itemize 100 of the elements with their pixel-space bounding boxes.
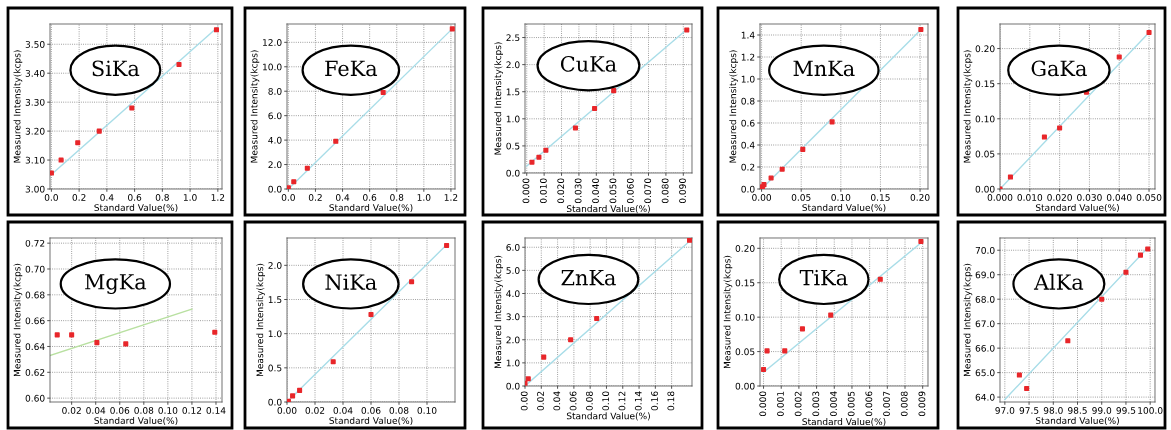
- x-tick-label: 0.04: [553, 391, 561, 411]
- y-axis-title: Measured Intensity(kcps): [256, 263, 265, 377]
- point: [50, 170, 54, 176]
- point: [761, 366, 767, 373]
- y-tick-label: 0.20: [735, 245, 755, 252]
- y-tick-label: 6.0: [506, 243, 520, 251]
- x-tick-label: 0.06: [110, 407, 130, 414]
- point: [290, 393, 296, 399]
- text: GaKa: [1031, 60, 1087, 77]
- point: [94, 340, 100, 346]
- x-tick-label: 1.0: [183, 194, 197, 201]
- x-axis-title: Standard Value(%): [1035, 416, 1119, 426]
- point: [918, 238, 924, 244]
- y-tick-label: 0.72: [25, 239, 45, 247]
- x-tick-label: 0.6: [363, 194, 377, 201]
- y-tick-label: 0.66: [25, 317, 45, 325]
- x-tick-label: 99.5: [1116, 407, 1136, 414]
- x-tick-label: 0.10: [417, 407, 437, 414]
- y-tick-label: 70.0: [975, 246, 995, 254]
- y-tick-label: 2.5: [506, 34, 520, 42]
- y-tick-label: 0.15: [735, 279, 755, 287]
- x-tick-label: 0.02: [62, 407, 81, 414]
- point: [297, 387, 303, 393]
- y-tick-label: 3.50: [25, 40, 45, 48]
- x-tick-label: 0.4: [100, 194, 114, 201]
- x-tick-label: 0.2: [72, 194, 86, 201]
- point: [594, 315, 600, 322]
- x-tick-label: 0.04: [86, 407, 106, 414]
- x-tick-label: 0.08: [134, 407, 154, 414]
- text: ZnKa: [561, 270, 616, 286]
- y-tick-label: 0.10: [735, 313, 755, 321]
- point: [129, 105, 135, 111]
- y-tick-label: 1.0: [506, 359, 520, 367]
- point: [877, 276, 883, 282]
- x-tick-label: 0.003: [812, 391, 820, 417]
- point: [829, 119, 835, 125]
- x-tick-label: 0.18: [667, 391, 675, 411]
- point: [96, 128, 102, 134]
- point: [333, 138, 339, 144]
- x-tick-label: 0.06: [361, 407, 381, 414]
- y-tick-label: 0.4: [741, 141, 755, 149]
- y-tick-label: 66.0: [975, 344, 995, 352]
- y-tick-label: 0.10: [975, 115, 995, 123]
- x-tick-label: 0.030: [574, 178, 582, 204]
- point: [779, 166, 785, 172]
- point: [918, 26, 924, 33]
- y-tick-label: 0.0: [506, 382, 520, 390]
- y-tick-label: 1.0: [268, 330, 282, 338]
- x-tick-label: 98.5: [1068, 407, 1087, 414]
- point: [592, 105, 598, 112]
- x-tick-label: 0.009: [918, 391, 926, 417]
- y-tick-label: 0.00: [735, 382, 755, 390]
- y-tick-label: 0.70: [25, 265, 45, 273]
- x-tick-label: 0.006: [865, 391, 873, 417]
- y-tick-label: 3.40: [25, 69, 45, 77]
- point: [684, 27, 690, 33]
- x-tick-label: 0.040: [592, 178, 599, 204]
- x-tick-label: 0.050: [1136, 194, 1162, 201]
- x-axis-title: Standard Value(%): [802, 203, 886, 213]
- x-tick-label: 0.080: [661, 178, 669, 204]
- point: [213, 27, 219, 33]
- y-tick-label: 10.0: [263, 63, 282, 71]
- x-axis-title: Standard Value(%): [329, 416, 413, 426]
- point: [444, 242, 450, 249]
- y-tick-label: 0.60: [25, 394, 45, 402]
- point: [1145, 246, 1151, 252]
- y-tick-label: 4.0: [506, 290, 520, 298]
- x-tick-label: 100.0: [1138, 407, 1163, 414]
- y-tick-label: 3.30: [25, 98, 45, 106]
- y-tick-label: 5.0: [506, 267, 520, 274]
- point: [525, 376, 531, 382]
- y-tick-label: 0.05: [975, 150, 995, 158]
- x-tick-label: 0.02: [305, 407, 325, 414]
- point: [1137, 252, 1144, 258]
- y-axis-title: Measured Intensity(kcps): [13, 263, 23, 377]
- point: [536, 154, 542, 160]
- x-tick-label: 97.0: [995, 407, 1015, 414]
- x-tick-label: 0.16: [651, 391, 658, 411]
- y-tick-label: 69.0: [975, 271, 995, 279]
- point: [75, 140, 81, 146]
- point: [287, 398, 291, 402]
- text: CuKa: [560, 56, 617, 72]
- x-axis-title: Standard Value(%): [566, 205, 650, 214]
- y-axis-title: Measured Intensity(kcps): [963, 263, 973, 377]
- x-tick-label: 0.060: [626, 178, 634, 204]
- y-tick-label: 65.0: [975, 369, 995, 377]
- point: [611, 88, 617, 94]
- y-tick-label: 1.4: [741, 31, 755, 39]
- x-tick-label: 0.020: [1047, 194, 1072, 201]
- x-tick-label: 0.04: [333, 407, 353, 414]
- y-axis-title: Measured Intensity(kcps): [494, 42, 503, 155]
- point: [212, 329, 218, 335]
- y-tick-label: 12.0: [263, 39, 282, 46]
- text: SiKa: [92, 60, 140, 77]
- x-tick-label: 0.8: [390, 194, 404, 201]
- y-axis-title: Measured Intensity(kcps): [494, 255, 503, 369]
- point: [799, 326, 805, 332]
- x-tick-label: 0.6: [128, 194, 142, 201]
- point: [764, 348, 770, 354]
- point: [1041, 134, 1047, 140]
